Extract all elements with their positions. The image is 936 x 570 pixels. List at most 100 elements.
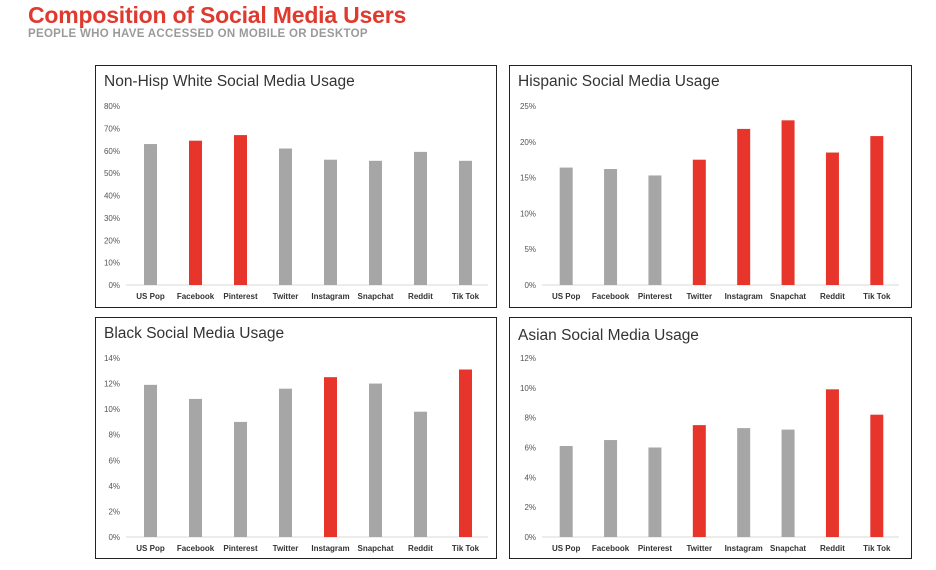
x-tick-label: Tik Tok [452, 544, 480, 553]
chart-title: Non-Hisp White Social Media Usage [104, 73, 355, 90]
bar-snapchat [781, 429, 795, 537]
x-tick-label: Twitter [273, 292, 299, 301]
y-tick-label: 8% [108, 431, 120, 440]
bar-reddit [825, 152, 839, 285]
x-tick-label: Pinterest [638, 292, 673, 301]
y-tick-label: 6% [524, 444, 536, 453]
chart-panel-black: Black Social Media Usage 0% 2% 4% 6% 8% 10% 12… [95, 317, 497, 559]
x-tick-label: Facebook [592, 292, 630, 301]
bar-reddit [414, 151, 427, 285]
bar-tik-tok [870, 136, 884, 285]
y-tick-label: 50% [104, 169, 120, 178]
y-tick-label: 12% [104, 380, 120, 389]
y-tick-label: 10% [520, 384, 536, 393]
y-tick-label: 14% [104, 354, 120, 363]
bar-tik-tok [870, 414, 884, 537]
y-tick-label: 2% [524, 503, 536, 512]
chart-svg: 0% 10% 20% 30% 40% 50% 60% 70% 80% US Pop Facebook… [104, 102, 488, 301]
bar-instagram [737, 428, 751, 537]
bar-tik-tok [459, 369, 472, 537]
y-tick-label: 10% [520, 209, 536, 218]
bar-us-pop [144, 384, 157, 537]
y-tick-label: 60% [104, 147, 120, 156]
x-tick-label: Instagram [725, 544, 763, 553]
bar-twitter [692, 425, 706, 537]
bar-facebook [604, 440, 618, 537]
bar-reddit [414, 411, 427, 537]
chart-svg: 0% 2% 4% 6% 8% 10% 12% US Pop Facebook Pinterest T… [520, 354, 899, 553]
chart-panel-hispanic: Hispanic Social Media Usage 0% 5% 10% 15% 20… [509, 65, 912, 308]
y-tick-label: 40% [104, 192, 120, 201]
bar-tik-tok [459, 160, 472, 285]
bar-snapchat [781, 120, 795, 285]
x-tick-label: Facebook [177, 544, 215, 553]
x-tick-label: Twitter [686, 544, 712, 553]
chart-title: Asian Social Media Usage [518, 327, 699, 344]
bar-facebook [189, 140, 202, 285]
y-tick-label: 25% [520, 102, 536, 111]
x-tick-label: Twitter [273, 544, 299, 553]
bar-pinterest [234, 421, 247, 537]
x-tick-label: Snapchat [357, 292, 393, 301]
y-tick-label: 20% [104, 236, 120, 245]
bar-facebook [189, 398, 202, 537]
chart-panel-non-hisp-white: Non-Hisp White Social Media Usage 0% 10% 2… [95, 65, 497, 308]
bar-pinterest [648, 175, 662, 285]
x-tick-label: Instagram [725, 292, 763, 301]
y-tick-label: 70% [104, 124, 120, 133]
x-tick-label: Snapchat [770, 544, 806, 553]
bar-pinterest [648, 447, 662, 537]
chart-title: Hispanic Social Media Usage [518, 73, 720, 90]
x-tick-label: Instagram [311, 292, 349, 301]
y-tick-label: 0% [524, 533, 536, 542]
chart-title: Black Social Media Usage [104, 325, 285, 342]
y-tick-label: 4% [524, 473, 536, 482]
y-tick-label: 12% [520, 354, 536, 363]
x-tick-label: US Pop [552, 292, 581, 301]
x-tick-label: Tik Tok [452, 292, 480, 301]
x-tick-label: Snapchat [357, 544, 393, 553]
bar-twitter [279, 388, 292, 537]
bar-us-pop [559, 446, 573, 537]
x-tick-label: Instagram [311, 544, 349, 553]
chart-svg: 0% 5% 10% 15% 20% 25% US Pop Facebook Pinterest T… [520, 102, 899, 301]
bar-facebook [604, 169, 618, 285]
bar-twitter [279, 148, 292, 285]
x-tick-label: Pinterest [223, 292, 258, 301]
y-tick-label: 0% [524, 281, 536, 290]
x-tick-label: Reddit [820, 544, 845, 553]
bar-us-pop [559, 167, 573, 285]
y-tick-label: 30% [104, 214, 120, 223]
x-tick-label: Reddit [820, 292, 845, 301]
y-tick-label: 6% [108, 456, 120, 465]
page-subtitle: PEOPLE WHO HAVE ACCESSED ON MOBILE OR DE… [28, 28, 368, 40]
x-tick-label: Snapchat [770, 292, 806, 301]
y-tick-label: 15% [520, 174, 536, 183]
chart-svg: 0% 2% 4% 6% 8% 10% 12% 14% US Pop Facebook Pintere… [104, 354, 488, 553]
x-tick-label: US Pop [552, 544, 581, 553]
y-tick-label: 10% [104, 405, 120, 414]
bar-pinterest [234, 135, 247, 285]
y-tick-label: 2% [108, 507, 120, 516]
y-tick-label: 20% [520, 138, 536, 147]
bar-snapchat [369, 383, 382, 537]
y-tick-label: 0% [108, 533, 120, 542]
y-tick-label: 4% [108, 482, 120, 491]
x-tick-label: Tik Tok [863, 544, 891, 553]
x-tick-label: Pinterest [223, 544, 258, 553]
x-tick-label: Twitter [686, 292, 712, 301]
x-tick-label: Tik Tok [863, 292, 891, 301]
x-tick-label: US Pop [136, 292, 165, 301]
bar-instagram [737, 128, 751, 285]
chart-panel-asian: Asian Social Media Usage 0% 2% 4% 6% 8% 10% 12… [509, 317, 912, 559]
x-tick-label: Pinterest [638, 544, 673, 553]
bar-reddit [825, 389, 839, 537]
x-tick-label: Facebook [592, 544, 630, 553]
x-tick-label: Reddit [408, 292, 433, 301]
y-tick-label: 10% [104, 259, 120, 268]
bar-twitter [692, 159, 706, 285]
bar-instagram [324, 159, 337, 285]
x-tick-label: Facebook [177, 292, 215, 301]
y-tick-label: 5% [524, 245, 536, 254]
y-tick-label: 80% [104, 102, 120, 111]
